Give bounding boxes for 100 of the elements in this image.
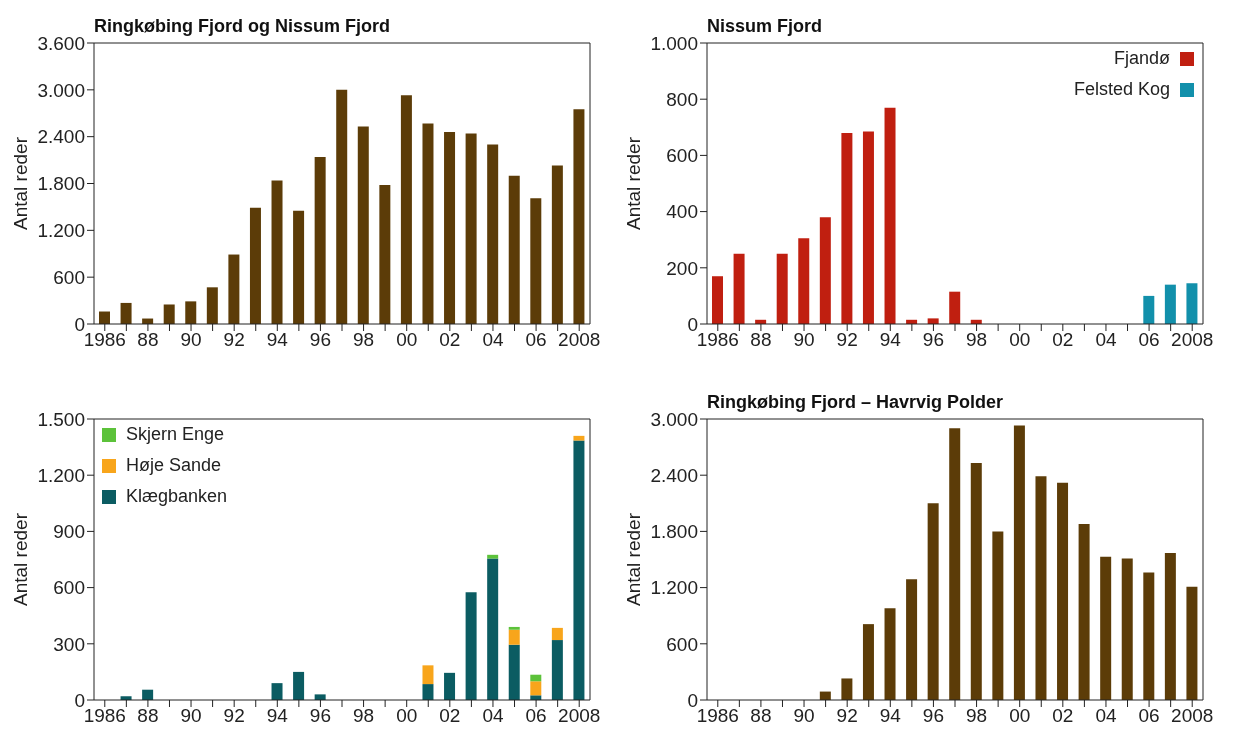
x-tick-label: 94: [266, 329, 289, 351]
bar: [271, 180, 283, 324]
bar: [1164, 552, 1176, 700]
x-tick-label: 06: [1138, 329, 1160, 351]
y-tick-label: 400: [666, 201, 698, 223]
x-tick-label: 94: [879, 329, 902, 351]
x-tick-label: 02: [439, 329, 461, 351]
y-tick-label: 600: [666, 633, 698, 655]
x-tick-label: 04: [482, 705, 504, 727]
bar: [444, 131, 456, 324]
y-tick-label: 1.800: [37, 173, 85, 195]
bar: [1164, 284, 1176, 324]
bar: [508, 629, 520, 645]
bar: [357, 126, 369, 324]
x-tick-label: 06: [525, 705, 547, 727]
bar: [1013, 425, 1025, 700]
bar: [733, 253, 745, 324]
x-tick-label: 02: [1052, 705, 1074, 727]
bar: [884, 107, 896, 324]
x-tick-label: 94: [879, 705, 902, 727]
x-tick-label: 96: [922, 329, 945, 351]
x-tick-label: 04: [1095, 705, 1117, 727]
bar: [1186, 586, 1198, 700]
bar: [949, 291, 961, 324]
x-tick-label: 92: [836, 705, 858, 727]
bar: [573, 440, 585, 700]
chart-title: Ringkøbing Fjord og Nissum Fjord: [94, 16, 390, 37]
bar: [776, 253, 788, 324]
bar: [798, 238, 810, 324]
bar: [185, 301, 197, 324]
bar: [508, 626, 520, 630]
y-tick-label: 600: [666, 145, 698, 167]
bar: [1143, 295, 1155, 324]
x-tick-label: 92: [836, 329, 858, 351]
y-tick-label: 1.200: [37, 464, 85, 486]
x-tick-label: 1986: [83, 705, 126, 727]
x-tick-label: 88: [750, 705, 772, 727]
bar: [120, 302, 132, 324]
bar: [1143, 572, 1155, 700]
y-tick-label: 1.800: [650, 521, 698, 543]
y-tick-label: 1.200: [650, 577, 698, 599]
bar: [949, 428, 961, 700]
bar: [551, 165, 563, 324]
x-tick-label: 2008: [558, 705, 601, 727]
x-tick-label: 1986: [83, 329, 126, 351]
y-axis-title: Antal reder: [622, 512, 644, 606]
x-tick-label: 90: [180, 329, 202, 351]
chart-title: Ringkøbing Fjord – Havrvig Polder: [707, 392, 1004, 413]
legend-label: Klægbanken: [126, 486, 228, 507]
bar: [530, 198, 542, 324]
y-tick-label: 0: [687, 313, 698, 335]
y-tick-label: 900: [53, 521, 85, 543]
bar: [465, 592, 477, 700]
bar: [444, 672, 456, 700]
bar: [573, 109, 585, 324]
bar: [862, 624, 874, 700]
x-tick-label: 92: [223, 329, 245, 351]
bar: [422, 123, 434, 324]
bar: [508, 175, 520, 324]
y-tick-label: 2.400: [650, 464, 698, 486]
bar: [573, 435, 585, 441]
legend-label: Skjern Enge: [126, 424, 225, 445]
y-axis-title: Antal reder: [9, 136, 31, 230]
bar: [551, 640, 563, 700]
x-tick-label: 92: [223, 705, 245, 727]
y-tick-label: 200: [666, 257, 698, 279]
bar: [271, 683, 283, 700]
y-axis-title: Antal reder: [9, 512, 31, 606]
bar: [1186, 283, 1198, 324]
legend-label: Høje Sande: [126, 455, 222, 476]
legend-label: Felsted Kog: [1073, 79, 1170, 100]
x-tick-label: 88: [137, 329, 159, 351]
y-tick-label: 1.500: [37, 408, 85, 430]
bar: [530, 681, 542, 696]
bar: [228, 254, 240, 324]
x-tick-label: 02: [1052, 329, 1074, 351]
y-tick-label: 800: [666, 88, 698, 110]
x-tick-label: 2008: [1171, 705, 1214, 727]
x-tick-label: 1986: [696, 329, 739, 351]
y-tick-label: 600: [53, 577, 85, 599]
x-tick-label: 88: [750, 329, 772, 351]
x-tick-label: 2008: [558, 329, 601, 351]
bar: [712, 276, 723, 324]
bar: [970, 463, 982, 700]
y-tick-label: 300: [53, 633, 85, 655]
bar: [906, 579, 918, 700]
x-tick-label: 90: [793, 705, 815, 727]
bar: [487, 558, 499, 700]
bar: [819, 217, 831, 324]
x-tick-label: 96: [309, 329, 332, 351]
bar: [336, 89, 348, 324]
bar: [465, 133, 477, 324]
bar: [293, 671, 305, 700]
bar: [884, 608, 896, 700]
x-tick-label: 06: [525, 329, 547, 351]
bar: [293, 210, 305, 324]
y-tick-label: 3.000: [37, 79, 85, 101]
x-tick-label: 1986: [696, 705, 739, 727]
bar: [422, 684, 434, 700]
x-tick-label: 90: [180, 705, 202, 727]
